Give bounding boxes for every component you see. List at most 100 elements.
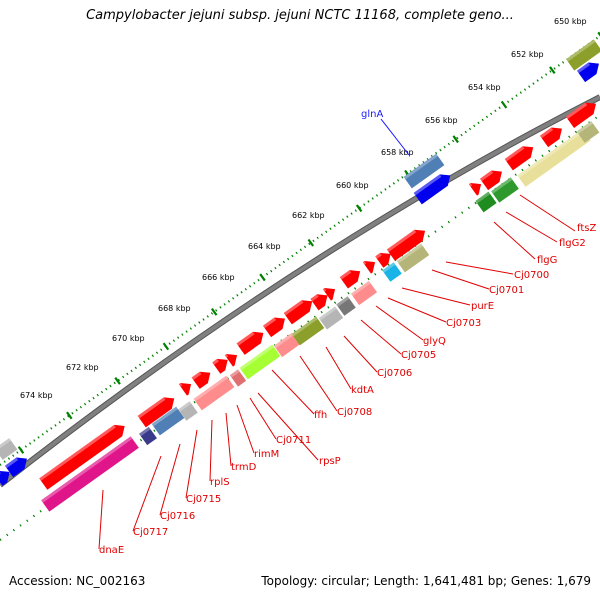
gene-left-edge-blue-2[interactable] — [0, 466, 14, 486]
scale-tick-label: 670 kbp — [112, 334, 145, 343]
reverse-gene[interactable] — [382, 262, 402, 282]
highlight-gene-label[interactable]: glnA — [361, 109, 383, 120]
scale-major-tick — [210, 307, 218, 316]
reverse-gene[interactable] — [576, 121, 600, 143]
forward-gene[interactable] — [386, 225, 429, 261]
leader-line — [159, 443, 181, 516]
reverse-gene[interactable] — [350, 280, 378, 306]
gene-label[interactable]: Cj0703 — [446, 318, 481, 329]
gene-label[interactable]: ftsZ — [577, 223, 596, 234]
reverse-gene[interactable] — [273, 332, 301, 358]
scale-major-tick — [259, 273, 266, 282]
leader-line — [132, 455, 162, 532]
forward-gene[interactable] — [362, 256, 379, 274]
reverse-gene[interactable] — [491, 177, 519, 203]
forward-gene[interactable] — [262, 313, 289, 338]
forward-gene[interactable] — [236, 327, 268, 355]
forward-gene[interactable] — [310, 290, 331, 311]
gene-label[interactable]: Cj0700 — [514, 270, 549, 281]
forward-gene[interactable] — [339, 265, 364, 289]
gene-label[interactable]: Cj0706 — [377, 368, 412, 379]
leader-line — [236, 404, 255, 454]
reverse-gene[interactable] — [517, 129, 591, 187]
gene-left-edge-blue[interactable] — [4, 453, 31, 478]
forward-gene[interactable] — [224, 349, 241, 367]
forward-gene[interactable] — [191, 367, 215, 389]
scale-tick-label: 660 kbp — [336, 181, 369, 190]
backbone-arc — [0, 94, 600, 488]
scale-tick-label: 664 kbp — [248, 242, 281, 251]
reverse-gene[interactable] — [41, 436, 139, 512]
forward-gene[interactable] — [504, 142, 538, 171]
gene-label[interactable]: rpsP — [319, 456, 341, 467]
leader-line — [445, 261, 514, 275]
gene-label[interactable]: Cj0701 — [489, 285, 524, 296]
leader-line — [271, 369, 315, 415]
forward-gene[interactable] — [212, 354, 232, 374]
gene-label[interactable]: dnaE — [99, 545, 124, 556]
reverse-gene[interactable] — [239, 344, 281, 380]
scale-major-tick — [597, 31, 600, 37]
gene-label[interactable]: Cj0717 — [133, 527, 168, 538]
gene-label[interactable]: Cj0715 — [186, 494, 221, 505]
reverse-gene[interactable] — [336, 296, 356, 316]
leader-line — [343, 335, 378, 373]
forward-gene[interactable] — [322, 283, 339, 301]
gene-label[interactable]: flgG — [537, 255, 557, 266]
gene-label[interactable]: Cj0705 — [401, 350, 436, 361]
backbone-line — [0, 95, 600, 487]
leader-line — [209, 419, 213, 482]
forward-gene[interactable] — [137, 393, 179, 428]
gene-label[interactable]: purE — [471, 301, 494, 312]
scale-tick-label: 672 kbp — [66, 363, 99, 372]
glna-strand-gene[interactable] — [413, 170, 455, 205]
reverse-gene[interactable] — [318, 306, 344, 330]
forward-gene[interactable] — [178, 378, 195, 396]
gene-label[interactable]: Cj0716 — [160, 511, 195, 522]
gene-top-right-blue[interactable] — [576, 58, 600, 83]
reverse-gene[interactable] — [229, 369, 247, 387]
leader-line — [185, 429, 198, 499]
gene-label[interactable]: trmD — [231, 462, 257, 473]
leader-line — [225, 412, 232, 467]
reverse-gene[interactable] — [291, 316, 325, 346]
forward-gene[interactable] — [468, 178, 485, 196]
glna-gene[interactable] — [403, 153, 445, 189]
reverse-gene[interactable] — [475, 191, 497, 213]
reverse-gene[interactable] — [178, 401, 198, 421]
gene-top-right[interactable] — [566, 39, 600, 71]
gene-label[interactable]: kdtA — [351, 385, 374, 396]
gene-label[interactable]: rplS — [210, 477, 230, 488]
forward-gene[interactable] — [39, 420, 129, 490]
forward-gene[interactable] — [565, 98, 600, 128]
gene-label[interactable]: Cj0708 — [337, 407, 372, 418]
forward-gene[interactable] — [283, 296, 317, 325]
forward-gene[interactable] — [479, 166, 506, 191]
scale-major-tick — [66, 411, 73, 420]
leader-line — [375, 305, 424, 341]
gene-label[interactable]: flgG2 — [559, 238, 586, 249]
gene-label[interactable]: rimM — [254, 449, 279, 460]
reverse-gene[interactable] — [151, 406, 185, 436]
reverse-gene[interactable] — [193, 375, 235, 411]
scale-tick-label: 666 kbp — [202, 273, 235, 282]
leader-line — [257, 392, 319, 461]
scale-major-tick — [17, 446, 25, 454]
forward-gene[interactable] — [539, 123, 566, 148]
scale-tick-label: 652 kbp — [511, 50, 544, 59]
reverse-gene[interactable] — [396, 243, 430, 273]
forward-gene[interactable] — [375, 248, 395, 268]
gene-left-edge[interactable] — [0, 438, 18, 460]
gene-features[interactable] — [0, 39, 600, 512]
gene-label[interactable]: Cj0711 — [276, 435, 311, 446]
leader-line — [431, 269, 490, 290]
genome-summary-text: Topology: circular; Length: 1,641,481 bp… — [261, 574, 591, 588]
scale-tick-label: 650 kbp — [554, 17, 587, 26]
leader-line — [299, 355, 338, 412]
gene-label[interactable]: glyQ — [423, 336, 446, 347]
gene-label[interactable]: ffh — [314, 410, 327, 421]
reverse-gene[interactable] — [139, 426, 157, 446]
